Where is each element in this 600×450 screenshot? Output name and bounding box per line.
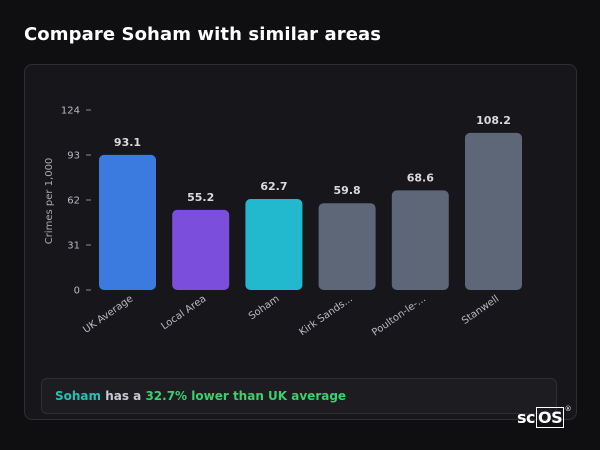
x-tick-label: Kirk Sands... (297, 293, 354, 338)
y-tick-label: 0 (74, 286, 80, 297)
bar-value-label: 59.8 (334, 184, 361, 197)
bar-value-label: 93.1 (114, 136, 141, 149)
bar[interactable] (391, 190, 449, 290)
y-tick-label: 93 (67, 151, 80, 162)
x-axis-labels: UK Average Local Area Soham Kirk Sands... Po… (81, 293, 501, 338)
bars: 93.1 55.2 62.7 59.8 68.6 108.2 (99, 114, 522, 290)
x-tick-label: Local Area (159, 293, 208, 332)
bar[interactable] (245, 198, 303, 290)
x-tick-label: Stanwell (460, 293, 501, 326)
comparison-summary: Soham has a 32.7% lower than UK average (41, 378, 557, 414)
x-tick-label: UK Average (81, 293, 135, 335)
bar[interactable] (99, 154, 156, 290)
bar[interactable] (172, 209, 230, 290)
summary-text: has a (101, 389, 146, 403)
bar[interactable] (318, 203, 376, 290)
x-tick-label: Poulton-le-... (370, 293, 428, 338)
y-axis-label: Crimes per 1,000 (44, 158, 55, 245)
summary-place: Soham (55, 389, 102, 403)
y-tick-label: 124 (61, 106, 80, 117)
page-title: Compare Soham with similar areas (24, 24, 382, 45)
brand-logo: sc OS ® (517, 405, 572, 428)
bar[interactable] (465, 132, 522, 290)
x-tick-label: Soham (247, 293, 282, 322)
bar-value-label: 55.2 (187, 191, 214, 204)
bar-value-label: 108.2 (476, 114, 511, 127)
y-tick-label: 31 (67, 241, 80, 252)
bar-value-label: 68.6 (407, 171, 434, 184)
summary-difference: 32.7% lower than UK average (145, 389, 347, 403)
bar-value-label: 62.7 (260, 180, 287, 193)
y-axis: 0 31 62 93 124 (61, 106, 91, 297)
y-tick-label: 62 (67, 196, 80, 207)
